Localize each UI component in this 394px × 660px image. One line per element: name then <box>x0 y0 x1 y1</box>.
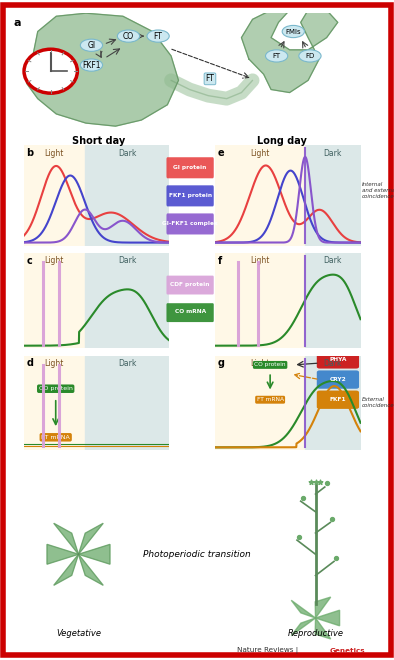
Text: Nature Reviews |: Nature Reviews | <box>237 647 301 654</box>
Text: FT: FT <box>154 32 163 41</box>
Bar <box>215 145 305 246</box>
Point <box>333 552 339 563</box>
Ellipse shape <box>282 25 305 38</box>
Text: a: a <box>14 18 21 28</box>
Text: FKF1: FKF1 <box>82 61 101 69</box>
Text: FT mRNA: FT mRNA <box>256 397 284 402</box>
Point <box>296 531 302 542</box>
Text: CRY2: CRY2 <box>329 377 346 382</box>
FancyBboxPatch shape <box>166 303 214 322</box>
Text: Dark: Dark <box>323 257 342 265</box>
Text: f: f <box>217 255 222 265</box>
Point <box>312 477 319 487</box>
Ellipse shape <box>299 50 321 62</box>
Text: CO mRNA: CO mRNA <box>175 310 206 314</box>
Text: CO protein: CO protein <box>255 362 286 368</box>
Point <box>317 477 323 487</box>
Text: Short day: Short day <box>72 136 125 147</box>
Polygon shape <box>78 544 110 564</box>
Text: e: e <box>217 148 224 158</box>
Text: FKF1: FKF1 <box>330 397 346 402</box>
FancyBboxPatch shape <box>166 276 214 294</box>
Text: FKF1 protein: FKF1 protein <box>169 193 212 198</box>
Bar <box>85 253 169 348</box>
Ellipse shape <box>80 59 102 71</box>
Bar <box>85 145 169 246</box>
Text: CDF protein: CDF protein <box>170 282 210 287</box>
Ellipse shape <box>266 50 288 62</box>
Polygon shape <box>291 600 316 618</box>
Polygon shape <box>78 523 103 554</box>
Text: g: g <box>217 358 225 368</box>
Text: Light: Light <box>250 257 269 265</box>
Polygon shape <box>54 554 78 585</box>
FancyBboxPatch shape <box>317 350 359 368</box>
Polygon shape <box>315 618 331 639</box>
Point <box>308 477 314 487</box>
Text: Light: Light <box>45 149 64 158</box>
Bar <box>85 356 169 450</box>
Bar <box>215 253 305 348</box>
Text: Light: Light <box>250 360 269 368</box>
Bar <box>24 253 85 348</box>
Text: FT: FT <box>206 75 214 83</box>
Text: Dark: Dark <box>323 360 342 368</box>
Text: Reproductive: Reproductive <box>288 630 344 638</box>
Text: External
coincidence: External coincidence <box>362 397 394 408</box>
Text: GI: GI <box>87 41 95 50</box>
Text: FD: FD <box>305 53 314 59</box>
Text: Light: Light <box>45 257 64 265</box>
Polygon shape <box>78 554 103 585</box>
Bar <box>305 356 361 450</box>
Text: c: c <box>26 255 32 265</box>
Text: FT: FT <box>273 53 281 59</box>
Bar <box>24 356 85 450</box>
Text: GI-FKF1 complex: GI-FKF1 complex <box>162 221 218 226</box>
FancyBboxPatch shape <box>317 370 359 389</box>
Text: FMIs: FMIs <box>286 28 301 34</box>
Point <box>323 478 330 489</box>
Point <box>329 513 335 524</box>
Ellipse shape <box>117 30 139 42</box>
Text: Dark: Dark <box>118 257 136 265</box>
Polygon shape <box>315 597 331 618</box>
Text: FT mRNA: FT mRNA <box>41 435 70 440</box>
Polygon shape <box>316 610 340 626</box>
FancyBboxPatch shape <box>166 185 214 207</box>
Text: Vegetative: Vegetative <box>56 630 101 638</box>
Bar <box>305 145 361 246</box>
Text: CO protein: CO protein <box>39 386 72 391</box>
Ellipse shape <box>147 30 169 42</box>
Bar <box>24 145 85 246</box>
Text: d: d <box>26 358 33 368</box>
Bar <box>305 253 361 348</box>
Text: Genetics: Genetics <box>330 647 366 653</box>
FancyBboxPatch shape <box>166 157 214 178</box>
Polygon shape <box>27 13 178 126</box>
Text: Long day: Long day <box>257 136 307 147</box>
Text: Dark: Dark <box>323 149 342 158</box>
Polygon shape <box>47 544 78 564</box>
FancyBboxPatch shape <box>166 213 214 234</box>
FancyBboxPatch shape <box>317 391 359 409</box>
Point <box>299 492 306 503</box>
Text: PHYA: PHYA <box>329 357 347 362</box>
Ellipse shape <box>80 39 102 51</box>
Text: Light: Light <box>250 149 269 158</box>
Text: Photoperiodic transition: Photoperiodic transition <box>143 550 251 559</box>
Polygon shape <box>54 523 78 554</box>
Text: Light: Light <box>45 360 64 368</box>
Circle shape <box>24 50 77 93</box>
Text: b: b <box>26 148 33 158</box>
Text: Dark: Dark <box>118 149 136 158</box>
Polygon shape <box>242 10 338 92</box>
Bar <box>215 356 305 450</box>
Text: Dark: Dark <box>118 360 136 368</box>
Text: CO: CO <box>123 32 134 41</box>
Polygon shape <box>291 618 316 636</box>
Text: Internal
and external
coincidence: Internal and external coincidence <box>362 182 394 199</box>
Text: GI protein: GI protein <box>173 165 207 170</box>
